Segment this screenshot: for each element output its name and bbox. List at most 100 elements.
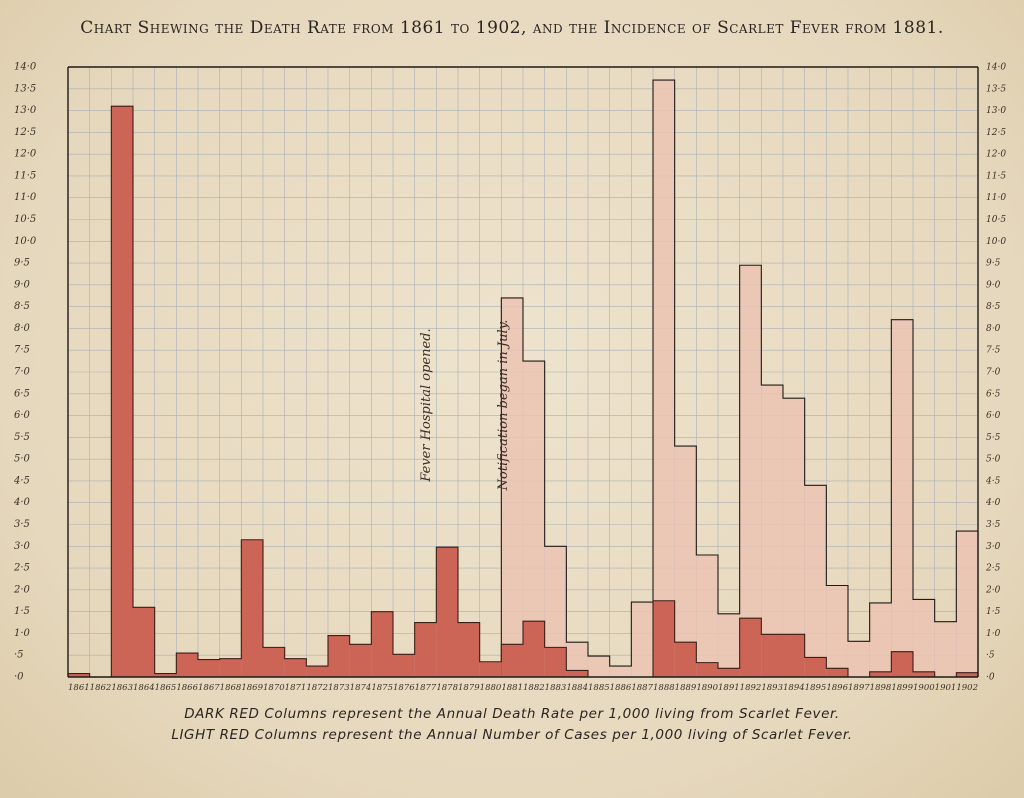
light-bar: [501, 297, 523, 677]
y-tick-label-left: 8·5: [14, 301, 30, 312]
dark-bar: [674, 642, 697, 677]
x-tick-label: 1873: [328, 683, 350, 693]
light-bar: [544, 546, 567, 677]
x-axis-ticks: 1861 1862 1863 1864 1865 1866 1867 1868 1869 1870…: [68, 683, 978, 693]
y-tick-label-right: 14·0: [986, 63, 1006, 73]
x-tick-label: 1879: [458, 683, 480, 693]
y-tick-label-left: 2·5: [13, 563, 30, 574]
y-tick-label-right: 5·0: [986, 455, 1001, 465]
y-tick-label-left: 10·5: [14, 214, 36, 225]
y-tick-label-left: 9·5: [14, 258, 30, 269]
y-tick-label-left: 4·5: [13, 475, 30, 486]
dark-bar: [523, 621, 545, 677]
x-tick-label: 1883: [545, 683, 567, 693]
x-tick-label: 1885: [588, 683, 610, 693]
x-tick-label: 1888: [653, 683, 675, 693]
y-tick-label-left: 12·0: [14, 149, 37, 160]
light-bar: [934, 621, 957, 677]
y-axis-right-ticks: ·0 ·5 1·0 1·5 2·0 2·5 3·0 3·5 4·0 4·5 5·0 5·5 6·0 6·5…: [985, 63, 1006, 683]
y-tick-label-left: 11·5: [14, 170, 36, 181]
x-tick-label: 1895: [805, 683, 827, 693]
y-tick-label-left: 13·0: [14, 105, 37, 116]
x-tick-label: 1902: [956, 683, 978, 693]
dark-bar: [263, 647, 285, 677]
y-tick-label-right: 5·5: [986, 433, 1001, 443]
light-bar: [609, 666, 632, 677]
dark-bar: [891, 651, 913, 677]
x-tick-label: 1889: [675, 683, 697, 693]
y-tick-label-right: 1·5: [986, 607, 1001, 617]
y-tick-label-left: 14·0: [14, 62, 37, 73]
dark-bar: [826, 668, 848, 677]
y-tick-label-right: 3·5: [986, 520, 1001, 530]
dark-bar: [653, 600, 675, 677]
light-bar: [783, 398, 805, 677]
x-tick-label: 1867: [198, 683, 220, 693]
dark-bar: [154, 673, 177, 677]
dark-bar: [393, 654, 415, 677]
x-tick-label: 1876: [393, 683, 415, 693]
axes: [67, 66, 979, 678]
y-tick-label-left: 2·0: [13, 584, 31, 595]
x-tick-label: 1877: [415, 683, 437, 693]
x-tick-label: 1898: [870, 683, 892, 693]
y-tick-label-right: 1·0: [986, 629, 1001, 639]
y-tick-label-right: 6·5: [986, 389, 1001, 399]
dark-bar: [68, 673, 90, 677]
y-tick-label-left: 7·0: [14, 367, 31, 378]
dark-bar: [198, 659, 220, 677]
annotation-label: Notification began in July.: [496, 320, 511, 492]
y-axis-left-ticks: ·0 ·5 1·0 1·5 2·0 2·5 3·0 3·5 4·0 4·5 5·0 5·5 6·0 6·5…: [13, 62, 37, 683]
light-bar: [804, 485, 827, 677]
x-tick-label: 1872: [306, 683, 328, 693]
x-tick-label: 1874: [350, 683, 372, 693]
light-bar: [891, 319, 913, 677]
y-tick-label-right: 2·5: [985, 564, 1001, 574]
light-bar: [869, 602, 892, 677]
y-tick-label-right: 6·0: [986, 411, 1001, 421]
dark-bar: [501, 644, 523, 677]
x-tick-label: 1878: [436, 683, 458, 693]
y-tick-label-left: 3·5: [14, 519, 30, 530]
x-tick-label: 1884: [566, 683, 588, 693]
chart-title: Chart Shewing the Death Rate from 1861 t…: [80, 18, 944, 38]
y-tick-label-right: 10·0: [986, 237, 1006, 247]
x-tick-label: 1864: [133, 683, 155, 693]
light-bar: [696, 555, 718, 677]
x-tick-label: 1896: [826, 683, 848, 693]
y-tick-label-right: 7·5: [986, 346, 1001, 356]
dark-bar: [176, 653, 198, 677]
y-tick-label-left: 4·0: [13, 497, 31, 508]
x-tick-label: 1891: [718, 683, 740, 693]
x-tick-label: 1871: [285, 683, 307, 693]
dark-bar: [306, 666, 328, 677]
light-series-outline: [500, 79, 979, 677]
x-tick-label: 1893: [761, 683, 783, 693]
light-bar: [956, 531, 978, 677]
light-bar: [848, 641, 870, 677]
x-tick-label: 1890: [696, 683, 718, 693]
y-tick-label-right: 11·0: [986, 193, 1006, 203]
legend-light-columns: LIGHT RED Columns represent the Annual N…: [171, 727, 853, 743]
y-tick-label-right: ·5: [986, 651, 995, 661]
y-tick-label-left: 7·5: [14, 345, 30, 356]
dark-bar: [241, 539, 263, 677]
y-tick-label-right: ·0: [986, 673, 995, 683]
dark-bar: [219, 658, 242, 677]
y-tick-label-right: 10·5: [986, 215, 1006, 225]
y-tick-label-left: 11·0: [14, 192, 37, 203]
x-tick-label: 1886: [610, 683, 632, 693]
y-tick-label-right: 13·5: [986, 84, 1006, 94]
y-tick-label-left: 1·5: [14, 606, 30, 617]
y-tick-label-right: 4·5: [985, 476, 1001, 486]
light-bar: [826, 585, 848, 677]
light-bar: [718, 613, 740, 677]
y-tick-label-left: 8·0: [14, 323, 31, 334]
dark-bar: [956, 672, 978, 677]
light-bar: [913, 599, 935, 677]
light-bar: [523, 361, 545, 677]
light-red-series: [500, 79, 979, 678]
y-tick-label-left: 3·0: [14, 541, 31, 552]
